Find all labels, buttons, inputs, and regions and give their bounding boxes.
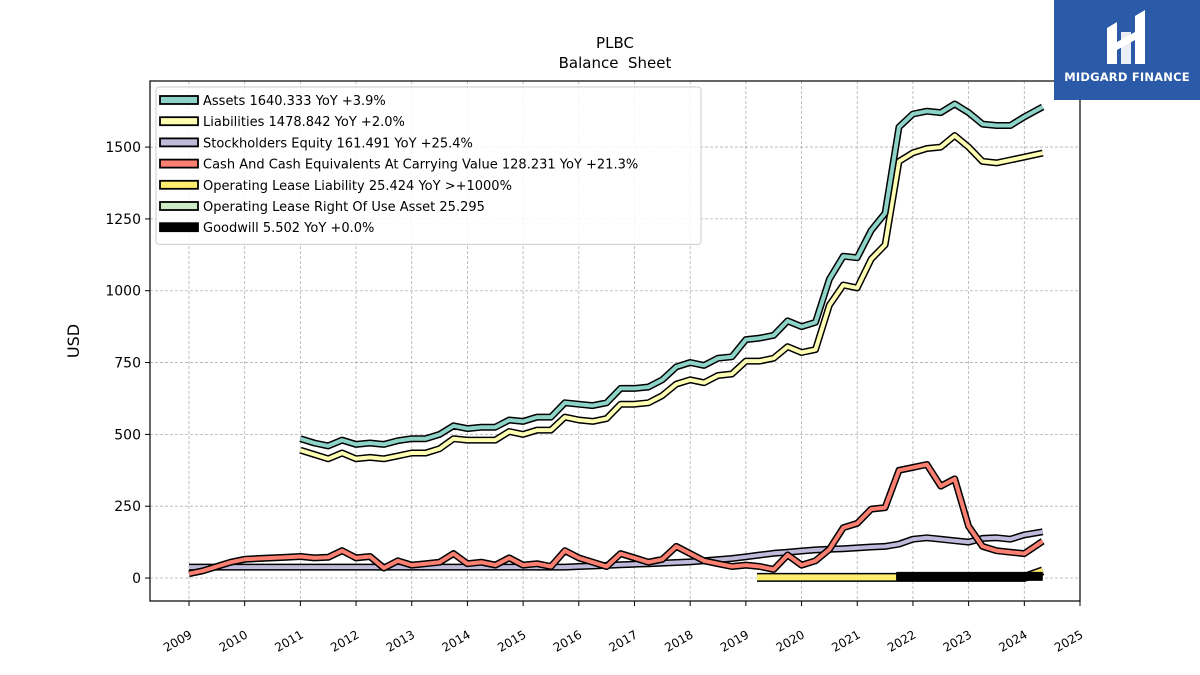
y-tick-label: 1000 (105, 284, 141, 300)
series-line-1 (299, 133, 1044, 461)
x-tick-label: 2025 (1052, 627, 1085, 654)
legend-label: Goodwill 5.502 YoY +0.0% (203, 221, 374, 236)
brand-name: MIDGARD FINANCE (1064, 70, 1190, 84)
x-tick-label: 2020 (774, 627, 807, 654)
y-tick-label: 0 (132, 571, 141, 587)
chart-subtitle: Balance Sheet (559, 54, 672, 72)
x-tick-label: 2017 (607, 627, 640, 654)
y-tick-label: 750 (114, 356, 141, 372)
x-tick-label: 2022 (885, 627, 918, 654)
chart-title: PLBC (596, 34, 634, 52)
y-tick-label: 250 (114, 499, 141, 515)
legend-swatch (159, 179, 199, 190)
x-tick-label: 2009 (161, 627, 194, 654)
legend: Assets 1640.333 YoY +3.9% Liabilities 147… (155, 86, 702, 245)
x-tick-label: 2024 (996, 627, 1029, 654)
legend-swatch (159, 158, 199, 169)
x-tick-label: 2014 (439, 627, 472, 654)
y-axis-label: USD (64, 324, 83, 358)
x-tick-label: 2016 (551, 627, 584, 654)
x-tick-label: 2011 (272, 627, 305, 654)
series-group (188, 100, 1045, 582)
x-tick-label: 2013 (384, 627, 417, 654)
x-tick-label: 2010 (217, 627, 250, 654)
x-tick-label: 2015 (495, 627, 528, 654)
legend-swatch (159, 116, 199, 127)
series-line-3 (188, 462, 1044, 576)
y-tick-label: 500 (114, 427, 141, 443)
legend-swatch (159, 95, 199, 105)
y-axis-ticks: 0 250 500 750 1000 1250 1500 (105, 140, 150, 587)
x-tick-label: 2018 (662, 627, 695, 654)
x-tick-label: 2012 (328, 627, 361, 654)
x-tick-label: 2021 (829, 627, 862, 654)
x-tick-label: 2019 (718, 627, 751, 654)
legend-label: Cash And Cash Equivalents At Carrying Va… (203, 158, 638, 173)
series-line-2 (189, 529, 1044, 570)
legend-label: Stockholders Equity 161.491 YoY +25.4% (203, 136, 473, 151)
plot-frame (149, 80, 1081, 602)
x-tick-label: 2023 (941, 627, 974, 654)
legend-label: Assets 1640.333 YoY +3.9% (203, 94, 386, 109)
x-axis-ticks: 2009 2010 2011 2012 2013 2014 2015 2016 2017 2018… (161, 601, 1086, 655)
legend-swatch (159, 222, 199, 233)
legend-box (155, 86, 702, 245)
legend-label: Liabilities 1478.842 YoY +2.0% (203, 115, 405, 130)
y-tick-label: 1500 (105, 140, 141, 156)
legend-swatch (159, 137, 199, 148)
y-tick-label: 1250 (105, 212, 141, 228)
legend-swatch (159, 201, 199, 211)
series-line-0 (299, 102, 1044, 448)
brand-mark-icon (1107, 10, 1145, 64)
legend-label: Operating Lease Liability 25.424 YoY >+1… (203, 179, 512, 194)
legend-label: Operating Lease Right Of Use Asset 25.29… (203, 200, 485, 215)
brand-logo: MIDGARD FINANCE (1054, 0, 1200, 100)
